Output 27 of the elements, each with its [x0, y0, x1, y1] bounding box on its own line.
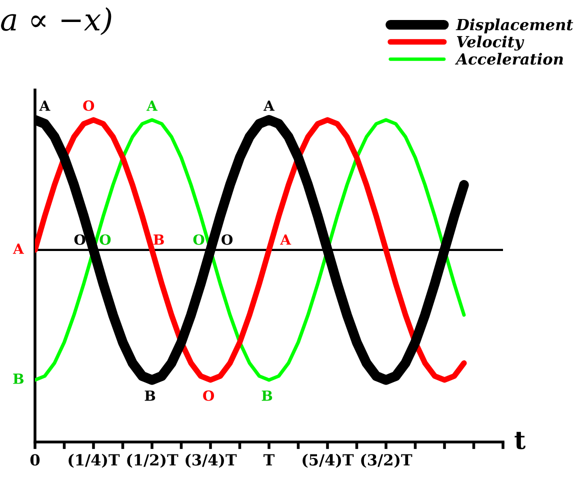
text: B — [262, 390, 272, 401]
x-tick-label: (5/4)T — [302, 454, 354, 468]
text: A — [39, 100, 50, 111]
x-tick-label: T — [263, 454, 275, 466]
annotation: B — [154, 234, 164, 245]
annotation: O — [74, 234, 86, 245]
annotation: O — [100, 234, 111, 245]
legend-label: Displacement — [456, 18, 574, 34]
text: O — [83, 100, 94, 111]
x-tick-label: 0 — [30, 454, 40, 466]
x-tick-label: (1/2)T — [127, 454, 178, 468]
text: B — [13, 374, 24, 384]
legend-label: Acceleration — [454, 52, 563, 65]
text: A — [264, 100, 275, 111]
x-tick-label: (3/2)T — [361, 454, 412, 468]
x-axis-title: t — [514, 432, 526, 450]
annotation: A — [280, 234, 292, 245]
annotation: O — [193, 234, 204, 245]
x-tick-label: (1/4)T — [68, 454, 120, 468]
legend-label: Velocity — [456, 36, 524, 51]
chart-title: a ∝ −x) — [1, 7, 112, 36]
text: A — [146, 100, 158, 111]
x-tick-label: (3/4)T — [186, 454, 237, 468]
text: A — [12, 244, 24, 254]
annotation: O — [222, 234, 233, 245]
text: B — [144, 390, 156, 401]
text: O — [203, 390, 214, 401]
